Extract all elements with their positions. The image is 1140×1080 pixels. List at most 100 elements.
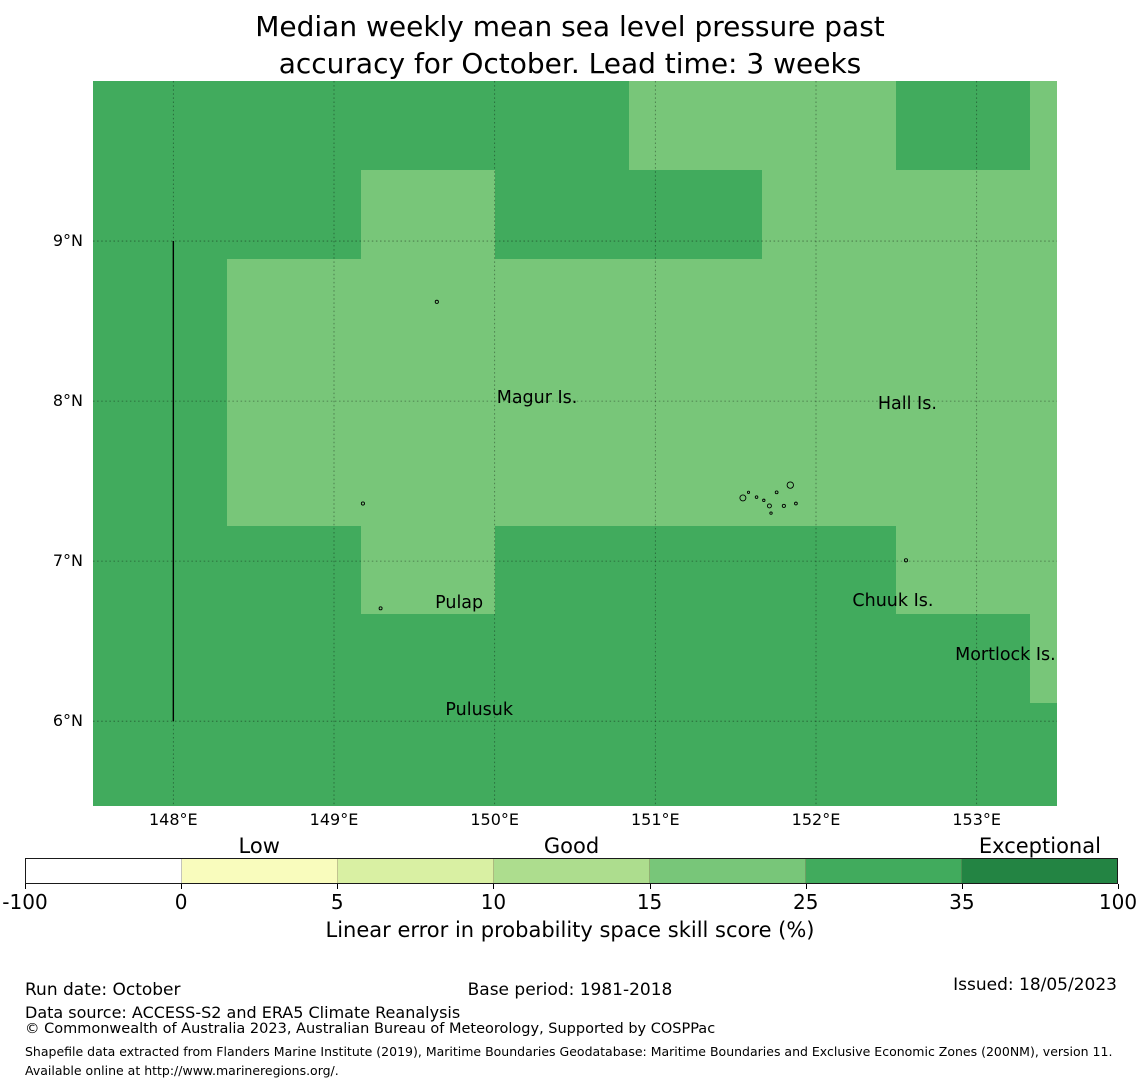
- colorbar-axis-label: Linear error in probability space skill …: [325, 918, 815, 942]
- map-cell: [93, 614, 228, 704]
- map-cell: [360, 81, 496, 171]
- map-cell: [1030, 258, 1057, 349]
- colorbar-segment: [806, 859, 962, 883]
- map-cell: [360, 258, 496, 349]
- map-plot-area: Magur Is. Hall Is. Pulap Chuuk Is. Mortlock …: [93, 81, 1057, 806]
- map-cell: [226, 436, 362, 527]
- map-cell: [360, 614, 496, 704]
- map-cell: [896, 614, 1031, 704]
- map-cell: [628, 703, 764, 806]
- colorbar-tick: [337, 884, 339, 889]
- map-cell: [226, 525, 362, 616]
- map-cell: [226, 258, 362, 349]
- map-cell: [1030, 525, 1057, 616]
- map-cell: [494, 703, 630, 806]
- colorbar-segment: [338, 859, 494, 883]
- x-tick-label: 148°E: [149, 810, 198, 829]
- map-cell: [93, 347, 228, 438]
- map-cell: [628, 614, 764, 704]
- chuuk-lagoon-island-shape: [774, 490, 779, 495]
- mortlock-island-shape: [903, 558, 909, 563]
- y-tick-label: 9°N: [52, 231, 83, 251]
- map-cell: [628, 347, 764, 438]
- issued-date-text: Issued: 18/05/2023: [953, 975, 1117, 995]
- chuuk-lagoon-island-shape: [746, 490, 751, 494]
- map-cell: [494, 525, 630, 616]
- map-cell: [494, 347, 630, 438]
- chuuk-lagoon-island-shape: [794, 501, 798, 506]
- map-cell: [896, 81, 1031, 171]
- colorbar-tick-label: -100: [2, 890, 48, 914]
- colorbar-tick-label: 15: [636, 890, 663, 914]
- colorbar-tick-label: 100: [1098, 890, 1138, 914]
- map-cell: [494, 436, 630, 527]
- run-date-text: Run date: October: [25, 980, 181, 1000]
- map-cell: [494, 81, 630, 171]
- map-cell: [896, 436, 1031, 527]
- colorbar-segment: [26, 859, 182, 883]
- chart-title: Median weekly mean sea level pressure pa…: [0, 8, 1140, 82]
- colorbar-segment: [182, 859, 338, 883]
- map-cell: [226, 81, 362, 171]
- chuuk-lagoon-island-shape: [786, 481, 794, 489]
- chuuk-lagoon-island-shape: [766, 503, 772, 509]
- colorbar: [25, 858, 1118, 884]
- map-cell: [1030, 614, 1057, 704]
- copyright-text: © Commonwealth of Australia 2023, Austra…: [25, 1021, 716, 1037]
- map-cell: [1030, 169, 1057, 260]
- colorbar-tick: [181, 884, 183, 889]
- colorbar-segment: [962, 859, 1117, 883]
- map-cell: [1030, 347, 1057, 438]
- map-cell: [1030, 703, 1057, 806]
- colorbar-tick: [961, 884, 963, 889]
- map-cell: [896, 525, 1031, 616]
- colorbar-category-low: Low: [238, 834, 280, 858]
- map-cell: [1030, 436, 1057, 527]
- map-overlay: [93, 81, 1057, 806]
- map-cell: [226, 614, 362, 704]
- map-cell: [494, 258, 630, 349]
- map-cell: [762, 258, 897, 349]
- map-cell: [896, 347, 1031, 438]
- map-cell: [226, 169, 362, 260]
- chart-title-line2: accuracy for October. Lead time: 3 weeks: [278, 47, 862, 80]
- pulusuk-island-shape: [378, 606, 383, 611]
- magur-island-shape: [434, 299, 439, 304]
- map-cell: [93, 703, 228, 806]
- x-tick-label: 149°E: [309, 810, 359, 829]
- map-cell: [494, 169, 630, 260]
- colorbar-segment: [494, 859, 650, 883]
- colorbar-tick-label: 35: [949, 890, 975, 914]
- chuuk-lagoon-island-shape: [762, 498, 766, 502]
- map-cell: [360, 703, 496, 806]
- map-cell: [896, 169, 1031, 260]
- map-cell: [93, 81, 228, 171]
- colorbar-category-good: Good: [543, 834, 600, 858]
- x-tick-label: 152°E: [791, 810, 841, 829]
- map-cell: [93, 169, 228, 260]
- y-tick-label: 8°N: [52, 391, 83, 411]
- base-period-text: Base period: 1981-2018: [467, 980, 673, 1000]
- colorbar-tick: [493, 884, 495, 889]
- map-cell: [494, 614, 630, 704]
- map-cell: [762, 614, 897, 704]
- map-cell: [226, 703, 362, 806]
- map-cell: [762, 169, 897, 260]
- chuuk-lagoon-island-shape: [754, 495, 759, 499]
- colorbar-tick: [805, 884, 807, 889]
- map-cell: [628, 169, 764, 260]
- colorbar-tick: [1118, 884, 1119, 889]
- map-cell: [1030, 81, 1057, 171]
- map-cell: [360, 525, 496, 616]
- colorbar-tick: [25, 884, 26, 889]
- map-cell: [762, 703, 897, 806]
- colorbar-tick-label: 25: [792, 890, 819, 914]
- y-tick-label: 6°N: [52, 711, 83, 731]
- colorbar-tick-label: 5: [330, 890, 344, 914]
- pulap-island-shape: [360, 501, 365, 506]
- data-source-text: Data source: ACCESS-S2 and ERA5 Climate …: [25, 1003, 461, 1022]
- island-label: Magur Is.: [496, 388, 578, 409]
- map-cell: [628, 525, 764, 616]
- chuuk-lagoon-island-shape: [769, 511, 773, 515]
